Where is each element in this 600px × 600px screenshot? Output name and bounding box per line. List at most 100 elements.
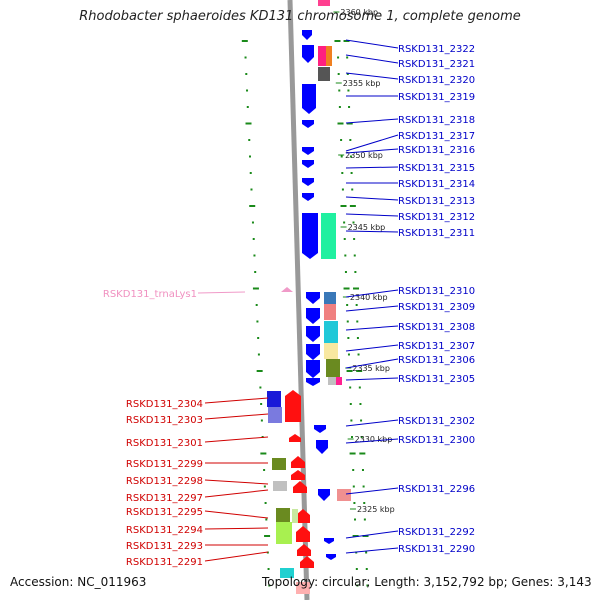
right-gene-label[interactable]: RSKD131_2317 — [398, 131, 475, 142]
ruler-tick — [245, 122, 252, 125]
ruler-tick — [356, 337, 359, 339]
right-gene-label[interactable]: RSKD131_2320 — [398, 75, 475, 86]
left-gene-label[interactable]: RSKD131_2299 — [126, 459, 203, 470]
ruler-tick — [260, 403, 263, 405]
right-gene-label[interactable]: RSKD131_2318 — [398, 115, 475, 126]
right-gene-label[interactable]: RSKD131_2306 — [398, 355, 475, 366]
reverse-gene-arrow — [291, 456, 305, 468]
forward-gene-arrow — [306, 308, 320, 324]
right-gene-label[interactable]: RSKD131_2307 — [398, 341, 475, 352]
forward-gene-arrow — [306, 378, 320, 386]
ruler-tick — [344, 254, 347, 257]
right-gene-label[interactable]: RSKD131_2296 — [398, 484, 475, 495]
ruler-tick — [348, 106, 351, 108]
reverse-gene-arrow — [300, 556, 314, 568]
ruler-tick — [337, 122, 344, 125]
right-gene-label[interactable]: RSKD131_2290 — [398, 544, 475, 555]
right-gene-label[interactable]: RSKD131_2312 — [398, 212, 475, 223]
right-gene-label[interactable]: RSKD131_2309 — [398, 302, 475, 313]
ruler-tick — [252, 238, 255, 240]
gene-leader-line — [345, 487, 399, 495]
forward-gene-arrow — [318, 489, 330, 501]
ruler-dots-left — [241, 40, 271, 587]
forward-gene-arrow — [302, 30, 312, 40]
ruler-tick — [250, 188, 253, 191]
ruler-tick — [251, 221, 254, 224]
ruler-tick — [351, 188, 354, 191]
gene-leader-line — [345, 419, 399, 427]
gene-leader-line — [345, 344, 399, 352]
ruler-tick — [356, 320, 359, 323]
left-gene-label[interactable]: RSKD131_2295 — [126, 507, 203, 518]
right-gene-label[interactable]: RSKD131_2314 — [398, 179, 475, 190]
ruler-tick — [346, 370, 353, 372]
ruler-dots-far — [343, 40, 369, 587]
right-gene-label[interactable]: RSKD131_2311 — [398, 228, 475, 239]
ruler-label: 2360 kbp — [340, 8, 378, 17]
gene-leader-line — [345, 289, 399, 298]
ruler-tick — [257, 337, 260, 339]
left-gene-label[interactable]: RSKD131_2297 — [126, 493, 203, 504]
ruler-tick — [341, 172, 344, 174]
gene-leader-line — [345, 134, 399, 152]
right-gene-label[interactable]: RSKD131_2321 — [398, 59, 475, 70]
right-gene-label[interactable]: RSKD131_2308 — [398, 322, 475, 333]
right-gene-label[interactable]: RSKD131_2292 — [398, 527, 475, 538]
trna-gene-label[interactable]: RSKD131_trnaLys1 — [103, 289, 197, 300]
ruler-tick — [360, 419, 363, 422]
ruler-tick — [254, 271, 257, 273]
gene-leader-line — [345, 305, 399, 312]
right-gene-label[interactable]: RSKD131_2316 — [398, 145, 475, 156]
left-gene-labels[interactable]: RSKD131_2304 RSKD131_2303 RSKD131_2301 RSKD… — [126, 397, 269, 568]
forward-gene-arrow — [314, 425, 326, 433]
right-gene-label[interactable]: RSKD131_2300 — [398, 435, 475, 446]
trna-gene-label-group[interactable]: RSKD131_trnaLys1 — [103, 289, 246, 300]
forward-gene-arrow — [326, 554, 336, 560]
reverse-gene-arrow — [296, 509, 310, 523]
left-gene-label[interactable]: RSKD131_2298 — [126, 476, 203, 487]
ruler-tick — [354, 271, 357, 273]
ruler-tick — [352, 469, 355, 471]
gene-leader-line — [345, 377, 399, 381]
gene-leader-line — [345, 39, 399, 49]
ruler-tick — [347, 353, 350, 356]
ruler-tick — [350, 436, 353, 438]
ruler-tick — [365, 568, 368, 570]
left-gene-label[interactable]: RSKD131_2301 — [126, 438, 203, 449]
colored-gene-block — [326, 46, 332, 66]
right-gene-label[interactable]: RSKD131_2319 — [398, 92, 475, 103]
right-gene-label[interactable]: RSKD131_2313 — [398, 196, 475, 207]
ruler-tick — [257, 353, 260, 356]
gene-leader-line — [345, 230, 399, 233]
ruler-label: 2340 kbp — [350, 293, 388, 302]
gene-leader-line — [345, 358, 399, 369]
right-gene-labels[interactable]: RSKD131_2322 RSKD131_2321 RSKD131_2320 RSKD… — [345, 39, 475, 555]
left-gene-label[interactable]: RSKD131_2291 — [126, 557, 203, 568]
accession-text: Accession: NC_011963 — [10, 575, 147, 589]
ruler-tick — [264, 535, 271, 537]
colored-gene-block — [268, 407, 282, 423]
left-gene-label[interactable]: RSKD131_2303 — [126, 415, 203, 426]
right-gene-label[interactable]: RSKD131_2322 — [398, 44, 475, 55]
forward-gene-arrow — [302, 45, 314, 63]
forward-gene-arrow — [306, 292, 320, 304]
colored-gene-block — [336, 377, 342, 385]
ruler-label: 2335 kbp — [352, 364, 390, 373]
reverse-gene-arrow — [285, 390, 301, 422]
trna-leader-line — [197, 291, 246, 294]
right-gene-label[interactable]: RSKD131_2315 — [398, 163, 475, 174]
ruler-label: 2345 kbp — [348, 223, 386, 232]
gene-leader-line — [345, 54, 399, 64]
ruler-tick — [265, 518, 268, 521]
ruler-tick — [343, 238, 346, 240]
right-gene-label[interactable]: RSKD131_2310 — [398, 286, 475, 297]
left-gene-label[interactable]: RSKD131_2293 — [126, 541, 203, 552]
left-gene-label[interactable]: RSKD131_2294 — [126, 525, 203, 536]
ruler-tick — [260, 452, 267, 455]
right-gene-label[interactable]: RSKD131_2305 — [398, 374, 475, 385]
ruler-tick — [365, 551, 368, 554]
left-gene-label[interactable]: RSKD131_2304 — [126, 399, 203, 410]
right-gene-label[interactable]: RSKD131_2302 — [398, 416, 475, 427]
ruler-tick — [346, 320, 349, 323]
